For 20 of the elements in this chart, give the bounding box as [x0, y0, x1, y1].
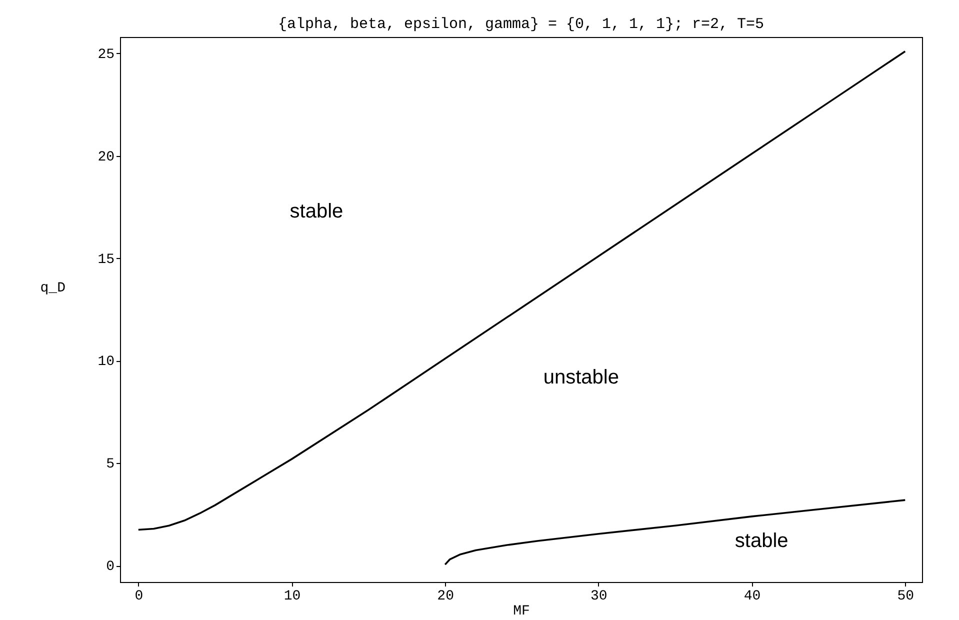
y-tick-label: 15 — [98, 252, 114, 268]
x-axis-title: MF — [513, 604, 530, 620]
x-tick-label: 40 — [744, 588, 761, 604]
x-tick-label: 30 — [590, 588, 608, 604]
line-series — [444, 499, 906, 566]
y-tick-label: 20 — [98, 149, 114, 166]
y-axis-title: q_D — [40, 280, 66, 296]
y-tick-label: 25 — [98, 46, 114, 63]
y-tick-label: 10 — [98, 354, 114, 370]
x-tick-label: 0 — [134, 588, 144, 604]
x-tick-label: 50 — [897, 588, 914, 604]
chart-title: {alpha, beta, epsilon, gamma} = {0, 1, 1, 1}; r=2, T=5 — [278, 16, 764, 33]
y-tick-label: 5 — [106, 456, 114, 473]
annotation: unstable — [543, 366, 619, 389]
y-tick-label: 0 — [106, 559, 114, 576]
x-tick-label: 20 — [437, 588, 454, 604]
x-tick-label: 10 — [284, 588, 301, 604]
annotation: stable — [290, 200, 344, 222]
annotation: stable — [734, 530, 788, 552]
line-series — [138, 50, 906, 531]
